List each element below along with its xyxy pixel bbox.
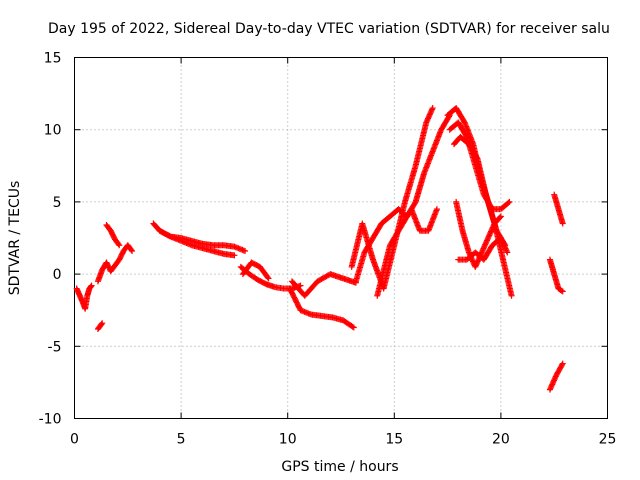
data-point xyxy=(116,242,123,249)
data-points xyxy=(73,105,566,393)
data-point xyxy=(242,247,249,254)
x-tick-label: 0 xyxy=(70,432,79,448)
series-b2 xyxy=(103,222,123,249)
series-h2 xyxy=(551,191,566,227)
data-point xyxy=(350,324,357,331)
data-point xyxy=(508,292,515,299)
data-point xyxy=(429,105,436,112)
y-axis-label: SDTVAR / TECUs xyxy=(7,181,23,296)
series-f1 xyxy=(352,112,453,285)
series-a2 xyxy=(94,320,106,332)
y-tick-label: -5 xyxy=(48,339,62,355)
series-a1 xyxy=(73,282,95,312)
x-tick-label: 25 xyxy=(599,432,617,448)
series-d2 xyxy=(239,259,272,282)
data-point xyxy=(506,198,513,205)
data-point xyxy=(88,282,95,289)
data-point xyxy=(496,214,503,221)
data-point xyxy=(559,360,566,367)
data-point xyxy=(98,321,105,328)
data-point xyxy=(264,274,271,281)
x-tick-label: 15 xyxy=(385,432,403,448)
x-tick-labels: 0 5 10 15 20 25 xyxy=(70,432,616,448)
data-point xyxy=(265,275,272,282)
data-point xyxy=(497,213,504,220)
data-point xyxy=(231,252,238,259)
data-point xyxy=(504,249,511,256)
y-tick-label: 5 xyxy=(53,195,62,211)
axis-ticks xyxy=(74,57,608,419)
data-point xyxy=(433,206,440,213)
data-point xyxy=(559,220,566,227)
series-f3 xyxy=(374,206,440,299)
series-g3 xyxy=(450,133,515,299)
series-e1 xyxy=(286,285,357,331)
x-tick-label: 10 xyxy=(279,432,297,448)
data-point xyxy=(87,283,94,290)
x-tick-label: 20 xyxy=(492,432,510,448)
series-g5 xyxy=(453,198,504,270)
series-e2 xyxy=(288,271,359,299)
y-tick-label: 0 xyxy=(53,267,62,283)
plot-frame xyxy=(74,57,608,419)
data-point xyxy=(349,323,356,330)
series-g4 xyxy=(455,235,511,263)
data-point xyxy=(99,320,106,327)
y-tick-label: -10 xyxy=(39,412,62,428)
series-c2 xyxy=(156,227,249,254)
y-tick-label: 10 xyxy=(44,123,62,139)
data-point xyxy=(129,247,136,254)
data-point xyxy=(505,199,512,206)
y-tick-label: 15 xyxy=(44,51,62,67)
data-point xyxy=(115,241,122,248)
data-point xyxy=(559,361,566,368)
y-tick-labels: -10 -5 0 5 10 15 xyxy=(39,51,62,428)
series-b1 xyxy=(94,242,136,285)
grid-lines xyxy=(74,57,608,419)
series-h3 xyxy=(546,360,566,393)
data-point xyxy=(558,287,565,294)
data-point xyxy=(559,288,566,295)
series-c1 xyxy=(150,220,238,259)
x-axis-label: GPS time / hours xyxy=(281,459,398,475)
x-tick-label: 5 xyxy=(177,432,186,448)
chart-title: Day 195 of 2022, Sidereal Day-to-day VTE… xyxy=(48,21,610,37)
series-h1 xyxy=(546,256,566,295)
data-point xyxy=(128,246,135,253)
data-point xyxy=(473,154,480,161)
